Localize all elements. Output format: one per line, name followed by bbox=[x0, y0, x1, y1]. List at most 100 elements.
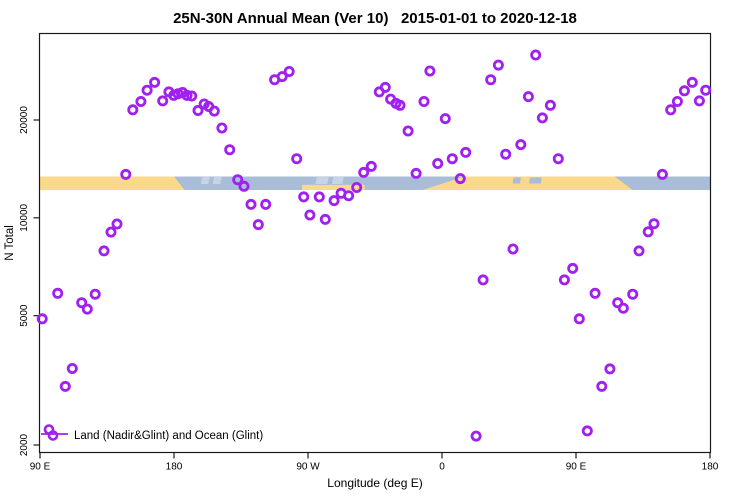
data-point bbox=[530, 49, 542, 61]
data-point bbox=[485, 74, 497, 86]
data-point bbox=[224, 144, 236, 156]
data-point bbox=[141, 84, 153, 96]
data-point bbox=[313, 191, 325, 203]
data-point bbox=[260, 198, 272, 210]
data-point bbox=[52, 287, 64, 299]
x-tick-label: 90 E bbox=[566, 462, 587, 473]
x-axis-label: Longitude (deg E) bbox=[327, 476, 423, 490]
x-tick-label: 90 W bbox=[296, 462, 320, 473]
x-tick-label: 90 E bbox=[30, 462, 51, 473]
data-point bbox=[470, 430, 482, 442]
data-point bbox=[424, 65, 436, 77]
data-point bbox=[358, 166, 370, 178]
data-point bbox=[192, 105, 204, 117]
data-point bbox=[245, 198, 257, 210]
y-tick-label: 20000 bbox=[19, 106, 30, 134]
data-point bbox=[544, 99, 556, 111]
x-tick-label: 180 bbox=[702, 462, 719, 473]
x-tick-label: 180 bbox=[166, 462, 183, 473]
data-point bbox=[105, 226, 117, 238]
data-point bbox=[149, 76, 161, 88]
data-point bbox=[181, 89, 193, 101]
data-point bbox=[515, 139, 527, 151]
chart-title: 25N-30N Annual Mean (Ver 10) 2015-01-01 … bbox=[173, 10, 577, 27]
map-band-ocean-fleck bbox=[512, 177, 521, 184]
data-point bbox=[276, 71, 288, 83]
data-point bbox=[232, 174, 244, 186]
map-band-land bbox=[302, 184, 365, 190]
data-point bbox=[402, 125, 414, 137]
map-band-light-streak bbox=[331, 177, 344, 184]
data-point bbox=[81, 303, 93, 315]
data-point bbox=[500, 148, 512, 160]
data-point bbox=[678, 85, 690, 97]
data-point bbox=[98, 245, 110, 257]
map-band-land bbox=[422, 176, 633, 190]
y-tick-label: 10000 bbox=[19, 203, 30, 231]
data-point bbox=[291, 153, 303, 165]
data-point bbox=[686, 76, 698, 88]
data-point bbox=[693, 95, 705, 107]
data-point bbox=[665, 104, 677, 116]
x-tick-label: 0 bbox=[439, 462, 445, 473]
data-point bbox=[604, 363, 616, 375]
data-point bbox=[648, 218, 660, 230]
map-band-light-streak bbox=[200, 177, 210, 184]
data-point bbox=[111, 218, 123, 230]
data-point bbox=[418, 96, 430, 108]
data-point bbox=[394, 99, 406, 111]
data-point bbox=[135, 96, 147, 108]
data-point bbox=[89, 288, 101, 300]
data-point bbox=[454, 173, 466, 185]
data-point bbox=[558, 274, 570, 286]
data-point bbox=[252, 219, 264, 231]
data-point bbox=[589, 287, 601, 299]
data-point bbox=[656, 168, 668, 180]
data-point bbox=[410, 167, 422, 179]
data-point bbox=[439, 113, 451, 125]
data-point bbox=[617, 302, 629, 314]
data-point bbox=[567, 262, 579, 274]
data-point bbox=[460, 146, 472, 158]
data-point bbox=[581, 425, 593, 437]
data-point bbox=[612, 297, 624, 309]
data-point bbox=[120, 168, 132, 180]
map-band-light-streak bbox=[212, 177, 222, 184]
data-point bbox=[700, 84, 712, 96]
data-point bbox=[76, 297, 88, 309]
data-point bbox=[36, 313, 48, 325]
data-point bbox=[596, 380, 608, 392]
data-point bbox=[343, 190, 355, 202]
data-point bbox=[432, 157, 444, 169]
plot-border bbox=[38, 32, 712, 454]
map-band-land bbox=[40, 176, 185, 190]
map-band-light-streak bbox=[315, 177, 329, 184]
data-point bbox=[157, 95, 169, 107]
data-point bbox=[671, 96, 683, 108]
data-point bbox=[298, 191, 310, 203]
data-point bbox=[59, 380, 71, 392]
data-point bbox=[477, 274, 489, 286]
data-point bbox=[642, 226, 654, 238]
data-point bbox=[365, 160, 377, 172]
data-point bbox=[283, 66, 295, 78]
data-point bbox=[552, 153, 564, 165]
data-point bbox=[238, 180, 250, 192]
y-tick-label: 5000 bbox=[19, 304, 30, 327]
data-point bbox=[507, 243, 519, 255]
data-point bbox=[573, 313, 585, 325]
data-point bbox=[66, 362, 78, 374]
legend-marker-icon bbox=[47, 430, 59, 441]
y-tick-label: 2000 bbox=[19, 433, 30, 456]
data-point bbox=[328, 195, 340, 207]
data-point bbox=[522, 91, 534, 103]
data-point bbox=[627, 288, 639, 300]
data-point bbox=[492, 59, 504, 71]
data-point bbox=[127, 104, 139, 116]
data-point bbox=[208, 105, 220, 117]
data-point bbox=[216, 122, 228, 134]
data-point bbox=[319, 213, 331, 225]
map-band-ocean-fleck bbox=[529, 177, 542, 184]
